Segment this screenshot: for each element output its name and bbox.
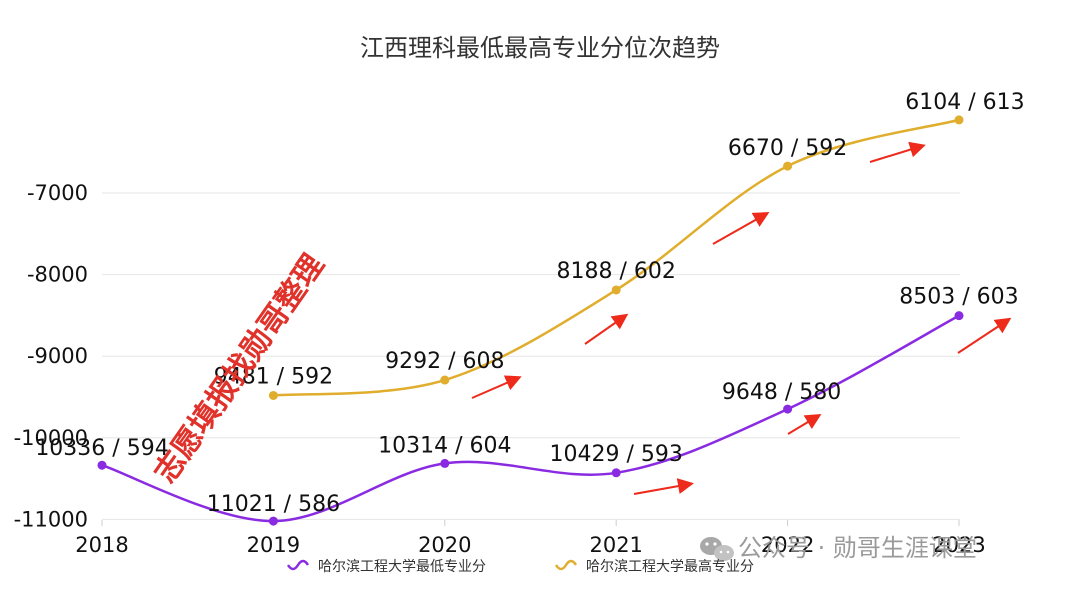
data-label: 10429 / 593 xyxy=(550,442,683,467)
data-point xyxy=(97,460,107,470)
series-lines xyxy=(101,118,960,523)
data-label: 6104 / 613 xyxy=(905,90,1024,115)
data-point xyxy=(440,458,450,468)
series-line xyxy=(101,314,960,523)
trend-arrow xyxy=(633,478,694,495)
y-tick-label: -11000 xyxy=(14,507,88,531)
data-label: 8188 / 602 xyxy=(557,259,676,284)
trend-arrow xyxy=(787,413,822,435)
y-tick-label: -9000 xyxy=(27,344,88,368)
data-label: 9481 / 592 xyxy=(214,364,333,389)
x-tick-label: 2019 xyxy=(247,533,300,557)
y-tick-label: -7000 xyxy=(27,181,88,205)
data-label: 11021 / 586 xyxy=(207,492,340,517)
legend-swatch xyxy=(554,559,578,571)
watermark-text: 公众号 · 勋哥生涯课堂 xyxy=(738,534,977,562)
data-label: 10336 / 594 xyxy=(35,436,168,461)
data-point xyxy=(611,468,621,478)
legend-swatch xyxy=(286,559,310,571)
data-label: 6670 / 592 xyxy=(728,136,847,161)
trend-arrow xyxy=(712,212,770,245)
data-point xyxy=(783,404,793,414)
data-point xyxy=(611,285,621,295)
y-tick-label: -8000 xyxy=(27,263,88,287)
legend-label: 哈尔滨工程大学最高专业分 xyxy=(586,558,754,575)
legend: 哈尔滨工程大学最低专业分 哈尔滨工程大学最高专业分 xyxy=(286,558,754,575)
y-axis: -7000 -8000 -9000 -10000 -11000 xyxy=(14,181,88,531)
x-tick-label: 2022 xyxy=(761,533,814,557)
data-label: 9292 / 608 xyxy=(385,349,504,374)
trend-arrow xyxy=(957,317,1012,354)
data-point xyxy=(440,375,450,385)
x-axis: 2018 2019 2020 2021 2022 2023 xyxy=(75,520,986,557)
trend-arrow xyxy=(869,141,926,163)
data-label: 10314 / 604 xyxy=(378,433,511,458)
data-point xyxy=(268,516,278,526)
trend-arrow xyxy=(584,313,629,345)
y-tick-label: -10000 xyxy=(14,426,88,450)
x-tick-label: 2018 xyxy=(75,533,128,557)
data-point xyxy=(783,161,793,171)
data-label: 9648 / 580 xyxy=(722,380,841,405)
data-point xyxy=(268,390,278,400)
legend-label: 哈尔滨工程大学最低专业分 xyxy=(318,559,486,575)
chart-title: 江西理科最低最高专业分位次趋势 xyxy=(360,34,720,62)
data-points xyxy=(97,115,964,526)
x-tick-label: 2020 xyxy=(418,533,471,557)
series-line xyxy=(273,118,960,397)
data-point xyxy=(954,115,964,125)
x-tick-label: 2023 xyxy=(932,533,985,557)
data-point xyxy=(954,311,964,321)
data-labels: 10336 / 594 11021 / 586 10314 / 604 10429 /… xyxy=(35,90,1024,517)
trend-arrow xyxy=(471,375,522,399)
wechat-icon xyxy=(700,537,734,561)
watermark: 公众号 · 勋哥生涯课堂 xyxy=(700,534,977,562)
data-label: 8503 / 603 xyxy=(899,285,1018,310)
x-tick-label: 2021 xyxy=(589,533,642,557)
trend-arrows xyxy=(471,141,1012,495)
